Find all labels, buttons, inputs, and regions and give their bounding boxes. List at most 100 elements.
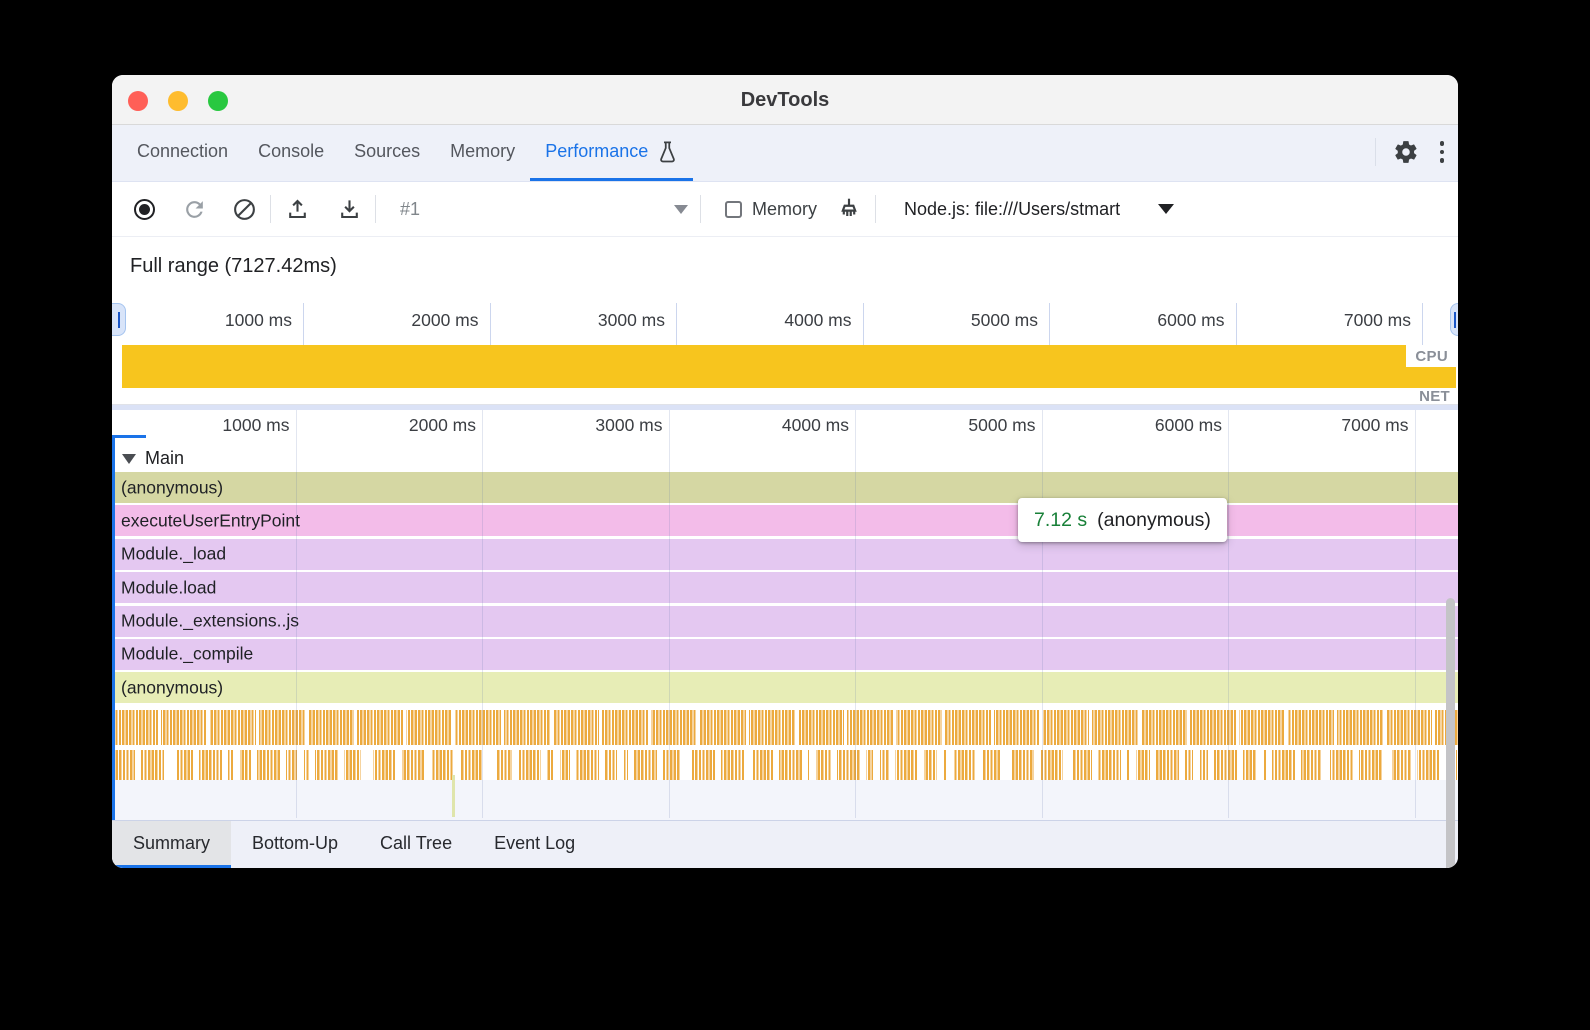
- memory-checkbox[interactable]: [725, 200, 742, 218]
- net-track: NET: [112, 388, 1458, 405]
- session-select-value: #1: [400, 198, 421, 219]
- range-handle-right[interactable]: [1450, 303, 1458, 336]
- settings-gear-icon[interactable]: [1392, 138, 1420, 166]
- details-tabbar: Summary Bottom-Up Call Tree Event Log: [112, 820, 1458, 868]
- ruler-tick-label: 2000 ms: [411, 310, 479, 330]
- tab-label: Sources: [354, 141, 421, 161]
- flame-event-label: Module._load: [121, 543, 227, 564]
- divider: [700, 195, 701, 223]
- reload-and-record-icon[interactable]: [180, 195, 208, 223]
- panel-tabbar: Connection Console Sources Memory Performanc…: [112, 125, 1458, 182]
- divider: [375, 195, 376, 223]
- main-thread-group[interactable]: Main: [122, 445, 184, 472]
- flame-event-label: executeUserEntryPoint: [121, 510, 300, 531]
- collapse-triangle-icon[interactable]: [122, 453, 136, 464]
- full-range-label: Full range (7127.42ms): [130, 255, 337, 277]
- performance-panel-content: Full range (7127.42ms) 1000 ms 2000 ms 300…: [112, 237, 1458, 868]
- ruler-tick-label: 3000 ms: [597, 310, 665, 330]
- vertical-scrollbar[interactable]: [1446, 598, 1455, 868]
- tab-console[interactable]: Console: [243, 125, 339, 181]
- range-handle-left[interactable]: [112, 303, 126, 336]
- ruler-tick-label: 6000 ms: [1157, 310, 1225, 330]
- flame-event-row[interactable]: executeUserEntryPoint: [112, 505, 1458, 537]
- close-button[interactable]: [128, 91, 148, 111]
- ruler-tick-label: 1000 ms: [224, 310, 292, 330]
- clear-icon[interactable]: [230, 195, 258, 223]
- divider: [875, 195, 877, 223]
- timeline-overview[interactable]: 1000 ms 2000 ms 3000 ms 4000 ms 5000 ms 6000 …: [112, 303, 1458, 405]
- flame-chart-empty-area: [112, 780, 1458, 820]
- ruler-tick-label: 2000 ms: [408, 415, 476, 435]
- titlebar: DevTools: [112, 75, 1458, 125]
- details-tab-label: Summary: [133, 832, 211, 853]
- cpu-activity-band: [122, 345, 1456, 388]
- details-tab-summary[interactable]: Summary: [112, 821, 232, 868]
- ruler-tick-label: 6000 ms: [1154, 415, 1222, 435]
- divider: [1374, 138, 1376, 166]
- memory-checkbox-label: Memory: [752, 198, 818, 219]
- devtools-window: DevTools Connection Console Sources Memory P…: [112, 75, 1458, 868]
- flame-event-row[interactable]: Module._load: [112, 538, 1458, 570]
- main-thread-label: Main: [145, 448, 185, 468]
- zoom-button[interactable]: [208, 91, 228, 111]
- chevron-down-icon: [1158, 204, 1175, 214]
- ruler-tick-label: 4000 ms: [784, 310, 852, 330]
- flame-event-label: (anonymous): [121, 677, 224, 698]
- flame-event-row[interactable]: Module.load: [112, 572, 1458, 604]
- details-tab-event-log[interactable]: Event Log: [473, 821, 596, 868]
- ruler-tick-label: 7000 ms: [1343, 310, 1411, 330]
- flame-event-label: Module.load: [121, 577, 217, 598]
- ruler-gridline: [855, 410, 856, 818]
- more-options-icon[interactable]: [1436, 137, 1449, 167]
- tab-label: Console: [258, 141, 325, 161]
- tab-performance[interactable]: Performance: [530, 125, 694, 181]
- ruler-tick-label: 5000 ms: [968, 415, 1036, 435]
- minimize-button[interactable]: [168, 91, 188, 111]
- ruler-gridline: [1228, 410, 1229, 818]
- traffic-lights: [128, 91, 228, 111]
- tab-connection[interactable]: Connection: [122, 125, 243, 181]
- collect-garbage-icon[interactable]: [835, 195, 863, 223]
- ruler-tick-label: 7000 ms: [1341, 415, 1409, 435]
- tooltip-event-name: (anonymous): [1097, 508, 1211, 531]
- details-tab-label: Bottom-Up: [252, 832, 339, 853]
- divider: [112, 405, 1458, 410]
- flame-event-label: Module._extensions..js: [121, 610, 300, 631]
- net-track-label: NET: [1419, 387, 1450, 405]
- ruler-tick-label: 4000 ms: [781, 415, 849, 435]
- tab-label: Memory: [450, 141, 516, 161]
- ruler-tick-label: 1000 ms: [222, 415, 290, 435]
- flame-event-label: Module._compile: [121, 643, 254, 664]
- save-profile-icon[interactable]: [335, 195, 363, 223]
- tab-sources[interactable]: Sources: [339, 125, 435, 181]
- details-tab-bottom-up[interactable]: Bottom-Up: [231, 821, 359, 868]
- flame-chart[interactable]: 1000 ms 2000 ms 3000 ms 4000 ms 5000 ms 6000 …: [112, 410, 1458, 868]
- performance-toolbar: #1 Memory Node.js: file:///Users/stmart: [112, 182, 1458, 237]
- details-tab-call-tree[interactable]: Call Tree: [359, 821, 473, 868]
- tab-memory[interactable]: Memory: [435, 125, 530, 181]
- load-profile-icon[interactable]: [283, 195, 311, 223]
- flame-event-label: (anonymous): [121, 477, 224, 497]
- tab-label: Connection: [137, 141, 229, 161]
- ruler-gridline: [668, 410, 670, 818]
- event-tooltip: 7.12 s (anonymous): [1018, 498, 1227, 542]
- session-select[interactable]: #1: [388, 199, 688, 220]
- experiment-flask-icon: [657, 140, 678, 164]
- flame-event-row[interactable]: Module._extensions..js: [112, 605, 1458, 637]
- window-title: DevTools: [740, 89, 830, 111]
- ruler-gridline: [1414, 410, 1416, 818]
- flame-event-row[interactable]: (anonymous): [112, 672, 1458, 704]
- details-tab-label: Call Tree: [380, 832, 453, 853]
- ruler-gridline: [295, 410, 297, 818]
- divider: [270, 195, 271, 223]
- flame-event-row[interactable]: Module._compile: [112, 638, 1458, 670]
- cpu-track-label: CPU: [1415, 347, 1448, 365]
- ruler-gridline: [482, 410, 483, 818]
- flame-event-row[interactable]: (anonymous): [112, 472, 1458, 503]
- selection-marker: [112, 435, 146, 438]
- flame-dense-band[interactable]: [112, 710, 1458, 745]
- selection-marker: [112, 435, 115, 820]
- flame-dense-band[interactable]: [112, 750, 1458, 780]
- target-select[interactable]: Node.js: file:///Users/stmart: [904, 199, 1175, 220]
- record-button[interactable]: [130, 195, 158, 223]
